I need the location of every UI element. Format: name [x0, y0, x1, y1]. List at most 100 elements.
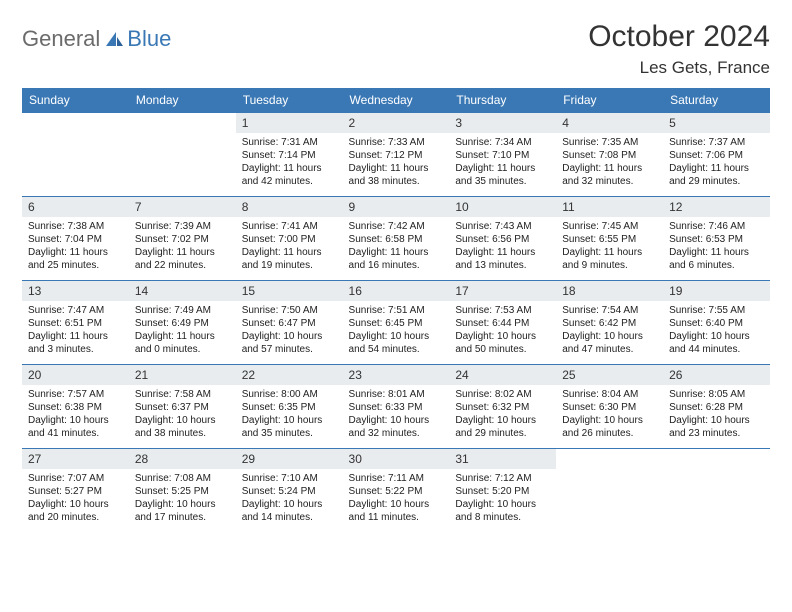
calendar-cell: 25Sunrise: 8:04 AMSunset: 6:30 PMDayligh… [556, 365, 663, 449]
day-details: Sunrise: 7:54 AMSunset: 6:42 PMDaylight:… [556, 301, 663, 360]
day-details: Sunrise: 7:47 AMSunset: 6:51 PMDaylight:… [22, 301, 129, 360]
weekday-header: Monday [129, 88, 236, 113]
day-details: Sunrise: 7:08 AMSunset: 5:25 PMDaylight:… [129, 469, 236, 528]
day-number: 27 [22, 449, 129, 469]
day-details: Sunrise: 8:01 AMSunset: 6:33 PMDaylight:… [343, 385, 450, 444]
calendar-cell-blank [22, 113, 129, 197]
calendar-cell: 21Sunrise: 7:58 AMSunset: 6:37 PMDayligh… [129, 365, 236, 449]
day-details: Sunrise: 7:57 AMSunset: 6:38 PMDaylight:… [22, 385, 129, 444]
calendar-cell: 11Sunrise: 7:45 AMSunset: 6:55 PMDayligh… [556, 197, 663, 281]
day-number: 24 [449, 365, 556, 385]
day-number: 28 [129, 449, 236, 469]
day-details: Sunrise: 7:34 AMSunset: 7:10 PMDaylight:… [449, 133, 556, 192]
day-details: Sunrise: 7:39 AMSunset: 7:02 PMDaylight:… [129, 217, 236, 276]
calendar-cell: 6Sunrise: 7:38 AMSunset: 7:04 PMDaylight… [22, 197, 129, 281]
calendar-cell: 12Sunrise: 7:46 AMSunset: 6:53 PMDayligh… [663, 197, 770, 281]
day-details: Sunrise: 7:11 AMSunset: 5:22 PMDaylight:… [343, 469, 450, 528]
calendar-cell-blank [556, 449, 663, 533]
calendar-table: SundayMondayTuesdayWednesdayThursdayFrid… [22, 88, 770, 533]
calendar-cell: 8Sunrise: 7:41 AMSunset: 7:00 PMDaylight… [236, 197, 343, 281]
day-details: Sunrise: 7:51 AMSunset: 6:45 PMDaylight:… [343, 301, 450, 360]
calendar-cell: 23Sunrise: 8:01 AMSunset: 6:33 PMDayligh… [343, 365, 450, 449]
day-details: Sunrise: 8:05 AMSunset: 6:28 PMDaylight:… [663, 385, 770, 444]
calendar-cell: 1Sunrise: 7:31 AMSunset: 7:14 PMDaylight… [236, 113, 343, 197]
day-details: Sunrise: 7:33 AMSunset: 7:12 PMDaylight:… [343, 133, 450, 192]
title-block: October 2024 Les Gets, France [588, 20, 770, 78]
day-number: 6 [22, 197, 129, 217]
day-number: 17 [449, 281, 556, 301]
calendar-row: 13Sunrise: 7:47 AMSunset: 6:51 PMDayligh… [22, 281, 770, 365]
calendar-cell: 10Sunrise: 7:43 AMSunset: 6:56 PMDayligh… [449, 197, 556, 281]
day-number: 12 [663, 197, 770, 217]
day-details: Sunrise: 7:41 AMSunset: 7:00 PMDaylight:… [236, 217, 343, 276]
calendar-cell: 22Sunrise: 8:00 AMSunset: 6:35 PMDayligh… [236, 365, 343, 449]
weekday-header-row: SundayMondayTuesdayWednesdayThursdayFrid… [22, 88, 770, 113]
day-number: 10 [449, 197, 556, 217]
day-number: 29 [236, 449, 343, 469]
calendar-cell: 29Sunrise: 7:10 AMSunset: 5:24 PMDayligh… [236, 449, 343, 533]
calendar-cell: 13Sunrise: 7:47 AMSunset: 6:51 PMDayligh… [22, 281, 129, 365]
calendar-cell: 19Sunrise: 7:55 AMSunset: 6:40 PMDayligh… [663, 281, 770, 365]
day-number: 18 [556, 281, 663, 301]
day-number: 31 [449, 449, 556, 469]
header: General Blue October 2024 Les Gets, Fran… [22, 20, 770, 78]
weekday-header: Wednesday [343, 88, 450, 113]
weekday-header: Friday [556, 88, 663, 113]
calendar-row: 1Sunrise: 7:31 AMSunset: 7:14 PMDaylight… [22, 113, 770, 197]
calendar-row: 20Sunrise: 7:57 AMSunset: 6:38 PMDayligh… [22, 365, 770, 449]
page-title: October 2024 [588, 20, 770, 54]
day-details: Sunrise: 7:10 AMSunset: 5:24 PMDaylight:… [236, 469, 343, 528]
calendar-cell: 28Sunrise: 7:08 AMSunset: 5:25 PMDayligh… [129, 449, 236, 533]
day-number: 9 [343, 197, 450, 217]
day-details: Sunrise: 7:50 AMSunset: 6:47 PMDaylight:… [236, 301, 343, 360]
calendar-cell: 24Sunrise: 8:02 AMSunset: 6:32 PMDayligh… [449, 365, 556, 449]
calendar-cell-blank [129, 113, 236, 197]
calendar-cell: 5Sunrise: 7:37 AMSunset: 7:06 PMDaylight… [663, 113, 770, 197]
day-number: 23 [343, 365, 450, 385]
day-number: 14 [129, 281, 236, 301]
day-number: 11 [556, 197, 663, 217]
day-number: 25 [556, 365, 663, 385]
day-details: Sunrise: 7:35 AMSunset: 7:08 PMDaylight:… [556, 133, 663, 192]
day-details: Sunrise: 7:43 AMSunset: 6:56 PMDaylight:… [449, 217, 556, 276]
day-number: 1 [236, 113, 343, 133]
day-details: Sunrise: 7:49 AMSunset: 6:49 PMDaylight:… [129, 301, 236, 360]
calendar-cell: 14Sunrise: 7:49 AMSunset: 6:49 PMDayligh… [129, 281, 236, 365]
day-number: 4 [556, 113, 663, 133]
day-details: Sunrise: 7:53 AMSunset: 6:44 PMDaylight:… [449, 301, 556, 360]
day-details: Sunrise: 7:45 AMSunset: 6:55 PMDaylight:… [556, 217, 663, 276]
day-details: Sunrise: 7:55 AMSunset: 6:40 PMDaylight:… [663, 301, 770, 360]
calendar-cell: 18Sunrise: 7:54 AMSunset: 6:42 PMDayligh… [556, 281, 663, 365]
day-details: Sunrise: 7:12 AMSunset: 5:20 PMDaylight:… [449, 469, 556, 528]
day-details: Sunrise: 8:04 AMSunset: 6:30 PMDaylight:… [556, 385, 663, 444]
day-number: 3 [449, 113, 556, 133]
day-details: Sunrise: 7:07 AMSunset: 5:27 PMDaylight:… [22, 469, 129, 528]
calendar-cell: 9Sunrise: 7:42 AMSunset: 6:58 PMDaylight… [343, 197, 450, 281]
day-number: 15 [236, 281, 343, 301]
weekday-header: Tuesday [236, 88, 343, 113]
day-number: 8 [236, 197, 343, 217]
calendar-cell: 20Sunrise: 7:57 AMSunset: 6:38 PMDayligh… [22, 365, 129, 449]
calendar-body: 1Sunrise: 7:31 AMSunset: 7:14 PMDaylight… [22, 113, 770, 533]
weekday-header: Thursday [449, 88, 556, 113]
logo: General Blue [22, 26, 171, 52]
calendar-cell: 2Sunrise: 7:33 AMSunset: 7:12 PMDaylight… [343, 113, 450, 197]
day-number: 26 [663, 365, 770, 385]
calendar-row: 6Sunrise: 7:38 AMSunset: 7:04 PMDaylight… [22, 197, 770, 281]
logo-text-general: General [22, 26, 100, 52]
calendar-cell: 27Sunrise: 7:07 AMSunset: 5:27 PMDayligh… [22, 449, 129, 533]
weekday-header: Saturday [663, 88, 770, 113]
calendar-cell: 16Sunrise: 7:51 AMSunset: 6:45 PMDayligh… [343, 281, 450, 365]
day-number: 20 [22, 365, 129, 385]
logo-sail-icon [104, 30, 124, 48]
calendar-cell: 15Sunrise: 7:50 AMSunset: 6:47 PMDayligh… [236, 281, 343, 365]
day-number: 5 [663, 113, 770, 133]
calendar-row: 27Sunrise: 7:07 AMSunset: 5:27 PMDayligh… [22, 449, 770, 533]
calendar-cell: 17Sunrise: 7:53 AMSunset: 6:44 PMDayligh… [449, 281, 556, 365]
day-details: Sunrise: 7:58 AMSunset: 6:37 PMDaylight:… [129, 385, 236, 444]
day-number: 16 [343, 281, 450, 301]
day-details: Sunrise: 7:31 AMSunset: 7:14 PMDaylight:… [236, 133, 343, 192]
day-details: Sunrise: 8:00 AMSunset: 6:35 PMDaylight:… [236, 385, 343, 444]
day-details: Sunrise: 7:38 AMSunset: 7:04 PMDaylight:… [22, 217, 129, 276]
day-number: 13 [22, 281, 129, 301]
